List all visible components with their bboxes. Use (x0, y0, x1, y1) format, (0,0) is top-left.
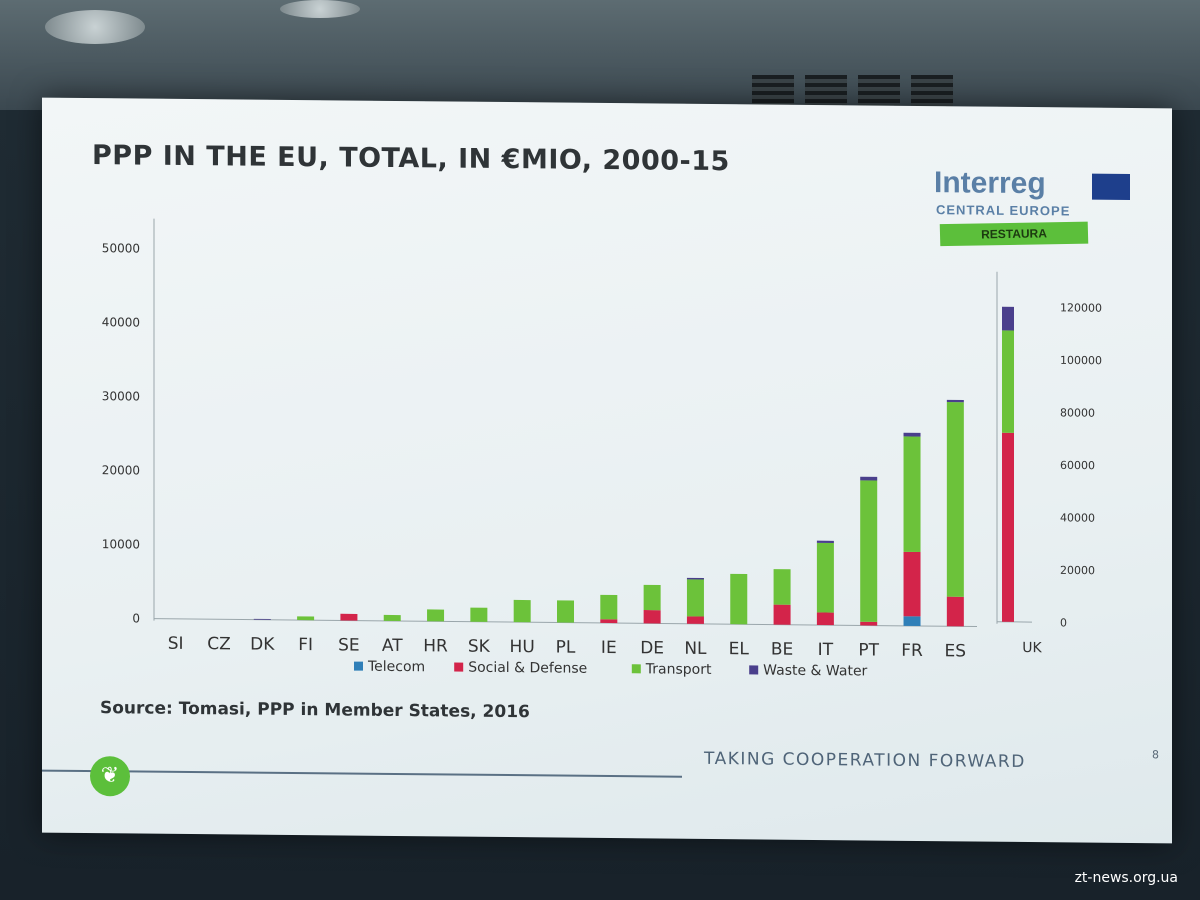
x-tick-label: BE (771, 640, 793, 660)
bar-segment (860, 480, 878, 622)
bar-segment (946, 399, 964, 403)
bar-segment (600, 594, 618, 620)
legend-label: Social & Defense (468, 660, 587, 677)
x-tick-label: CZ (207, 634, 231, 654)
ceiling (0, 0, 1200, 130)
ppp-chart: 0 10000 20000 30000 40000 50000 SI CZ DK FI SE AT HR… (102, 218, 1102, 680)
x-tick-label: HU (510, 637, 535, 657)
ceiling-light (280, 0, 360, 18)
bar-segment (946, 596, 964, 627)
bar-segment (470, 607, 488, 622)
y-tick-label: 30000 (102, 389, 140, 403)
uk-y-tick-label: 0 (1060, 616, 1067, 629)
y-tick-label: 0 (132, 611, 140, 625)
bar-segment (816, 540, 834, 544)
footer-tagline: TAKING COOPERATION FORWARD (704, 748, 1026, 773)
bar-segment (643, 584, 661, 611)
y-tick-label: 20000 (102, 463, 140, 477)
bar-segment (773, 604, 791, 625)
x-tick-label: EL (729, 639, 750, 659)
y-tick-label: 40000 (102, 315, 140, 329)
source-note: Source: Tomasi, PPP in Member States, 20… (100, 698, 530, 723)
x-tick-label: DK (250, 635, 275, 655)
x-tick-label: FR (901, 641, 923, 661)
footer-divider (42, 769, 682, 778)
bar-segment (903, 616, 921, 627)
legend-swatch (354, 661, 363, 671)
leaf-hand-icon: ❦ (90, 756, 130, 797)
uk-y-tick-label: 120000 (1060, 301, 1102, 314)
uk-y-tick-label: 80000 (1060, 406, 1095, 419)
bar-segment (860, 621, 878, 626)
bar-segment (773, 569, 791, 605)
bar-segment (253, 618, 271, 620)
uk-bar-segment (1002, 432, 1014, 622)
bar-segment (903, 436, 921, 553)
bar-segment (686, 616, 704, 624)
legend-swatch (749, 665, 759, 675)
page-number: 8 (1152, 748, 1159, 762)
x-tick-label: ES (945, 641, 967, 661)
x-tick-label: DE (640, 638, 664, 658)
x-tick-label: AT (382, 636, 403, 656)
legend-label: Transport (645, 661, 712, 678)
x-tick-label: SI (168, 634, 184, 654)
bar-segment (513, 599, 531, 623)
uk-y-tick-label: 60000 (1060, 459, 1095, 472)
x-tick-label: IE (601, 638, 617, 658)
x-tick-label: IT (818, 640, 834, 660)
x-tick-label: FI (298, 635, 313, 655)
uk-y-tick-label: 100000 (1060, 354, 1102, 367)
bar-segment (686, 579, 704, 617)
bar-segment (557, 600, 574, 623)
x-tick-label: SK (468, 637, 491, 657)
legend-label: Telecom (367, 659, 425, 676)
legend-swatch (454, 662, 464, 672)
x-tick-label: HR (423, 636, 448, 656)
bar-segment (946, 402, 964, 597)
uk-bar-segment (1002, 306, 1014, 331)
watermark: zt-news.org.ua (1074, 870, 1178, 886)
bar-segment (297, 616, 315, 621)
uk-x-tick-label: UK (1022, 640, 1042, 656)
bar-segment (816, 542, 834, 613)
bar-segment (860, 476, 878, 481)
bar-segment (903, 432, 921, 437)
bar-segment (340, 613, 358, 621)
projection-screen: PPP IN THE EU, TOTAL, IN €MIO, 2000-15 I… (42, 97, 1172, 844)
bar-segment (427, 609, 445, 622)
ceiling-light (45, 10, 145, 44)
bar-segment (600, 619, 618, 624)
uk-y-tick-label: 20000 (1060, 564, 1095, 577)
uk-y-tick-label: 40000 (1060, 511, 1095, 524)
bar-segment (730, 573, 748, 625)
uk-bar-segment (1002, 330, 1014, 433)
bar-segment (643, 610, 661, 624)
x-tick-label: PL (556, 638, 576, 658)
y-tick-label: 50000 (102, 241, 140, 255)
x-tick-label: NL (684, 639, 707, 659)
bar-segment (383, 614, 401, 622)
x-tick-label: PT (858, 640, 879, 660)
bar-segment (816, 612, 834, 626)
bar-segment (686, 577, 704, 580)
legend-swatch (631, 664, 641, 674)
bar-segment (903, 551, 921, 617)
legend-label: Waste & Water (763, 662, 867, 679)
y-tick-label: 10000 (102, 537, 140, 551)
x-tick-label: SE (338, 635, 360, 655)
